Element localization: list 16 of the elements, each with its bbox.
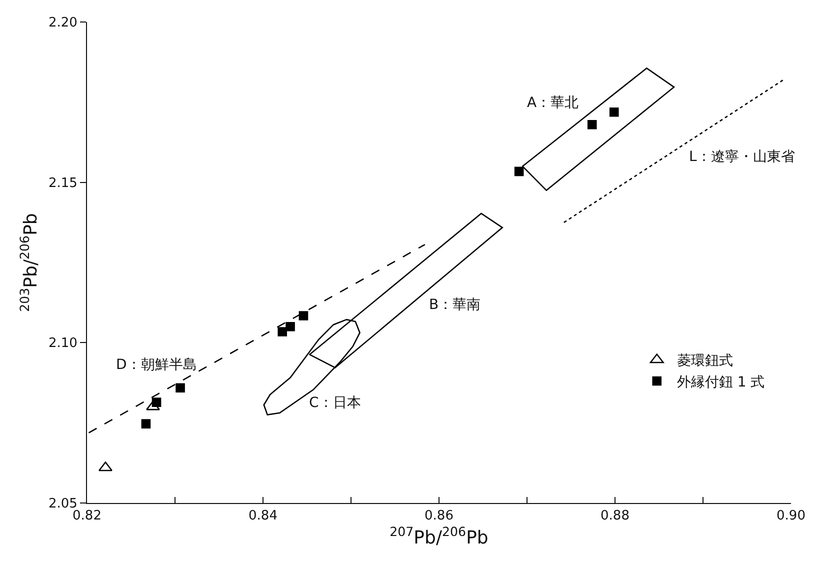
x-tick-label: 0.90 xyxy=(776,508,806,524)
y-tick-label: 2.15 xyxy=(48,176,78,191)
annotation: B：華南 xyxy=(429,297,481,313)
legend-label: 外縁付鈕 1 式 xyxy=(676,374,765,390)
x-tick-label: 0.84 xyxy=(248,508,278,524)
y-tick-label: 2.20 xyxy=(48,16,78,31)
x-tick-label: 0.88 xyxy=(600,508,630,524)
annotation: L：遼寧・山東省 xyxy=(689,149,795,165)
x-tick-label: 0.86 xyxy=(424,508,454,524)
annotation: D：朝鮮半島 xyxy=(116,357,197,373)
x-axis-title: $^{207}$Pb/$^{206}$Pb xyxy=(390,524,488,549)
annotation: C：日本 xyxy=(309,395,361,411)
y-tick-label: 2.10 xyxy=(48,336,78,352)
annotation: A：華北 xyxy=(527,95,579,111)
legend-label: 菱環鈕式 xyxy=(676,353,733,370)
x-tick-label: 0.82 xyxy=(72,508,102,524)
